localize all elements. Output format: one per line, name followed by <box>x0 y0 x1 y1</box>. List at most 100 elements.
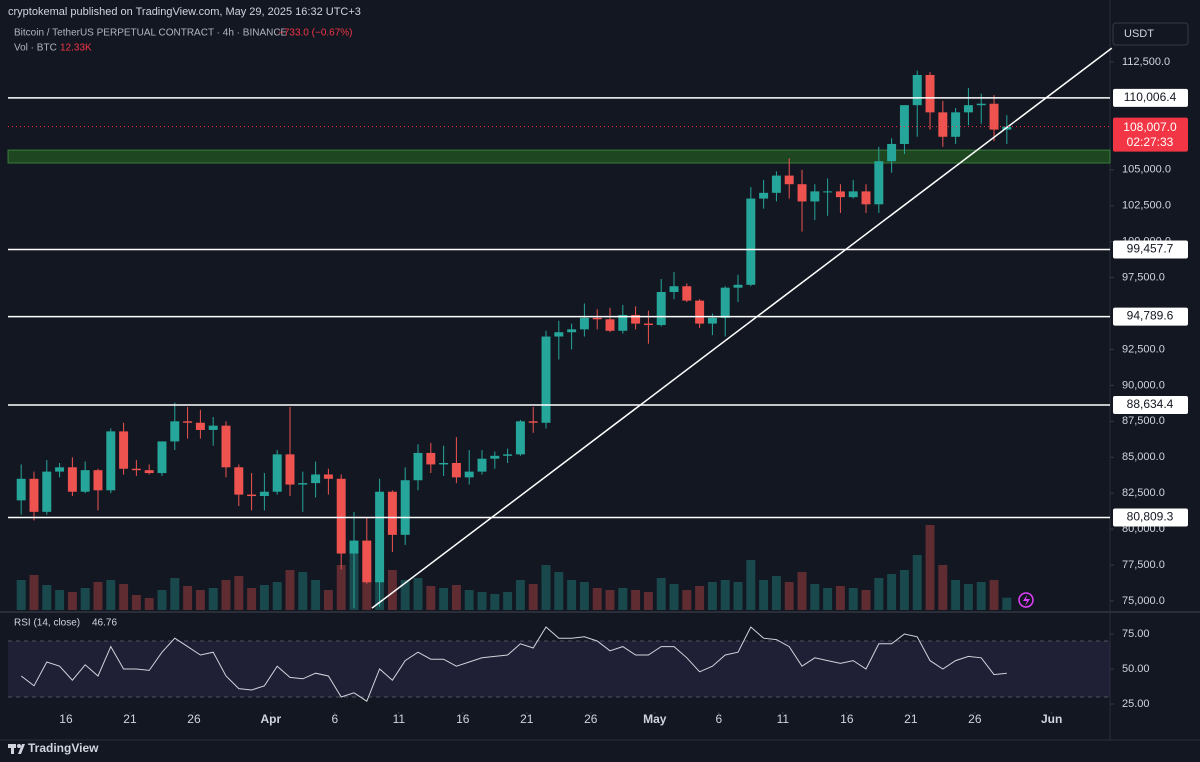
y-tick-label: 92,500.0 <box>1122 343 1165 355</box>
candle-body <box>413 452 423 481</box>
volume-bar <box>567 580 577 610</box>
candle-body <box>720 287 730 318</box>
candle-body <box>387 491 397 535</box>
volume-bar <box>631 590 641 610</box>
candle-body <box>362 540 372 583</box>
x-tick-label: May <box>643 712 667 726</box>
candle-body <box>272 454 282 492</box>
volume-bar <box>682 590 692 610</box>
candle-body <box>746 198 756 285</box>
volume-bar <box>899 570 909 610</box>
x-tick-label: 26 <box>584 712 598 726</box>
candle-body <box>439 462 449 465</box>
volume-bar <box>183 586 193 610</box>
y-tick-label: 85,000.0 <box>1122 451 1165 463</box>
volume-label: 12.33K <box>60 43 92 54</box>
symbol: Bitcoin / TetherUS PERPETUAL CONTRACT · … <box>14 28 288 39</box>
candle-body <box>733 284 743 288</box>
rsi-line <box>20 626 1007 702</box>
level-label-box <box>1113 307 1188 326</box>
volume-bar <box>951 580 961 610</box>
candle-body <box>643 323 653 326</box>
candle-body <box>451 462 461 478</box>
level-label-box <box>1113 88 1188 107</box>
candle-body <box>29 478 39 512</box>
volume-bar <box>80 588 90 610</box>
volume-bar <box>272 582 282 610</box>
candle-body <box>963 105 973 113</box>
volume-bar <box>771 576 781 610</box>
volume-bar <box>16 580 26 610</box>
candle-body <box>925 74 935 113</box>
volume-bar <box>643 592 653 610</box>
candle-body <box>234 467 244 495</box>
volume-bar <box>426 586 436 610</box>
candle-body <box>221 425 231 468</box>
volume-bar <box>503 592 513 610</box>
volume-bar <box>733 582 743 610</box>
x-tick-label: 16 <box>456 712 470 726</box>
volume-bar <box>605 590 615 610</box>
x-tick-label: 21 <box>904 712 918 726</box>
candle-body <box>912 74 922 106</box>
volume-bar <box>234 576 244 610</box>
volume-bar <box>131 595 141 610</box>
y-tick-label: 75,000.0 <box>1122 595 1165 607</box>
candle-body <box>477 458 487 472</box>
candle-body <box>285 454 295 485</box>
candle-body <box>810 191 820 202</box>
y-tick-label: 25.00 <box>1122 698 1150 710</box>
candle-body <box>759 192 769 199</box>
candle-body <box>208 425 218 430</box>
volume-bar <box>144 598 154 610</box>
candle-body <box>259 491 269 497</box>
volume-bar <box>656 578 666 610</box>
volume-bar <box>848 588 858 610</box>
volume-bar <box>579 582 589 610</box>
volume-bar <box>55 590 65 610</box>
candle-body <box>951 112 961 137</box>
y-tick-label: 112,500.0 <box>1122 56 1170 68</box>
volume-bar <box>989 580 999 610</box>
candle-body <box>55 467 65 472</box>
candle-body <box>464 471 474 478</box>
alert-bolt <box>1023 595 1030 606</box>
volume-bar <box>707 582 717 610</box>
volume-bar <box>464 590 474 610</box>
candle-body <box>656 291 666 326</box>
volume-bar <box>259 585 269 610</box>
volume-bar <box>976 582 986 610</box>
candle-body <box>42 471 52 512</box>
candle-body <box>554 332 564 337</box>
rsi-value: 46.76 <box>92 618 117 629</box>
level-label: 80,809.3 <box>1127 510 1174 524</box>
candle-body <box>669 286 679 292</box>
volume-bar <box>42 585 52 610</box>
level-label-box <box>1113 240 1188 259</box>
logo <box>8 744 25 754</box>
publisher: cryptokemal published on TradingView.com… <box>8 6 361 18</box>
level-label: 94,789.6 <box>1127 309 1174 323</box>
currency-box <box>1112 22 1189 46</box>
current-price-label: 108,007.0 <box>1123 120 1177 134</box>
x-tick-label: 26 <box>187 712 201 726</box>
candle-body <box>195 422 205 430</box>
candle-body <box>80 470 90 492</box>
volume-bar <box>797 572 807 610</box>
volume-bar <box>400 580 410 610</box>
current-price-box <box>1113 117 1188 152</box>
candle-body <box>119 431 129 469</box>
level-label-box <box>1113 396 1188 415</box>
candle-body <box>375 491 385 583</box>
volume-bar <box>861 590 871 610</box>
level-label: 99,457.7 <box>1127 242 1174 256</box>
y-tick-label: 97,500.0 <box>1122 272 1165 284</box>
x-tick-label: 26 <box>968 712 982 726</box>
candle-body <box>976 103 986 106</box>
candle-body <box>784 175 794 185</box>
volume-bar <box>157 590 167 610</box>
volume-bar <box>323 590 333 610</box>
candle-body <box>874 161 884 205</box>
x-tick-label: 16 <box>59 712 73 726</box>
x-tick-label: 21 <box>123 712 137 726</box>
